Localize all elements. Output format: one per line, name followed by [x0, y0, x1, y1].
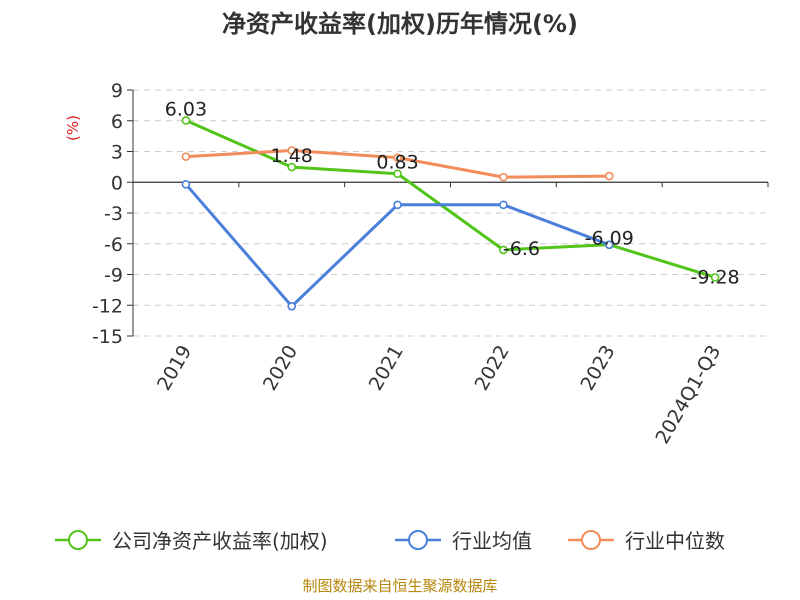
- series-2-point-3: [499, 172, 508, 182]
- y-tick-label--9: -9: [104, 265, 123, 287]
- legend-marker-0: [68, 530, 88, 550]
- series-lines: [181, 116, 720, 311]
- series-1-point-2: [393, 200, 402, 210]
- data-label-4: -6.09: [585, 228, 634, 250]
- y-axis-label: (%): [64, 115, 82, 141]
- x-tick-labels: 2019 2020 2021 2022 2023 2024Q1-Q3: [153, 341, 725, 447]
- data-label-0: 6.03: [165, 98, 207, 120]
- y-tick-label--12: -12: [92, 295, 123, 317]
- series-2-point-2: [393, 153, 402, 162]
- y-tick-label--15: -15: [92, 326, 123, 348]
- data-labels: 6.03 1.48 0.83 -6.6 -6.09 -9.28: [165, 98, 740, 288]
- legend-label-1: 行业均值: [452, 529, 532, 553]
- data-label-2: 0.83: [376, 152, 418, 174]
- axes: [127, 89, 769, 337]
- series-0-point-0: [181, 116, 191, 125]
- grid-lines: [133, 89, 768, 337]
- legend-label-2: 行业中位数: [625, 529, 725, 553]
- x-tick-label-2022: 2022: [471, 341, 514, 394]
- series-1-point-0: [181, 180, 191, 189]
- x-tick-label-2021: 2021: [365, 342, 408, 395]
- y-tick-label--3: -3: [104, 203, 123, 225]
- y-tick-label-3: 3: [111, 142, 123, 164]
- x-tick-label-2019: 2019: [153, 342, 196, 395]
- series-0-point-3: [499, 245, 508, 255]
- data-label-1: 1.48: [271, 145, 313, 167]
- series-0-point-2: [393, 169, 402, 179]
- source-note: 制图数据来自恒生聚源数据库: [302, 577, 497, 595]
- legend: 公司净资产收益率(加权) 行业均值 行业中位数: [55, 529, 725, 553]
- legend-label-0: 公司净资产收益率(加权): [112, 529, 328, 553]
- chart-title: 净资产收益率(加权)历年情况(%): [222, 10, 578, 38]
- series-1-point-1: [287, 301, 297, 311]
- series-1-point-4: [604, 240, 614, 250]
- x-tick-label-2023: 2023: [576, 342, 619, 395]
- data-label-3: -6.6: [503, 238, 540, 260]
- y-tick-label--6: -6: [104, 234, 123, 256]
- series-0-point-1: [287, 162, 297, 172]
- series-2-point-0: [181, 152, 191, 161]
- y-tick-labels: 9 6 3 0 -3 -6 -9 -12 -15: [92, 80, 123, 348]
- legend-marker-2: [581, 530, 601, 550]
- series-2-point-4: [604, 171, 614, 181]
- series-2-point-1: [287, 146, 297, 155]
- series-line-0: [185, 119, 716, 279]
- y-tick-label-6: 6: [111, 111, 123, 133]
- y-tick-label-0: 0: [111, 172, 123, 194]
- y-tick-label-9: 9: [111, 80, 123, 102]
- x-tick-label-2024Q1-Q3: 2024Q1-Q3: [651, 342, 725, 448]
- legend-marker-1: [408, 530, 428, 550]
- series-1-point-3: [499, 200, 508, 210]
- x-tick-label-2020: 2020: [259, 342, 302, 395]
- series-0-point-5: [710, 273, 720, 282]
- data-label-5: -9.28: [690, 266, 739, 288]
